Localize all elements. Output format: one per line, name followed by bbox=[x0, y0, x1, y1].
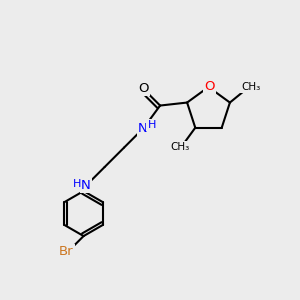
Text: CH₃: CH₃ bbox=[241, 82, 260, 92]
Text: H: H bbox=[148, 120, 156, 130]
Text: Br: Br bbox=[59, 245, 74, 258]
Text: O: O bbox=[138, 82, 148, 94]
Text: N: N bbox=[81, 179, 91, 192]
Text: O: O bbox=[204, 80, 214, 93]
Text: H: H bbox=[73, 178, 81, 188]
Text: CH₃: CH₃ bbox=[170, 142, 189, 152]
Text: N: N bbox=[138, 122, 148, 134]
